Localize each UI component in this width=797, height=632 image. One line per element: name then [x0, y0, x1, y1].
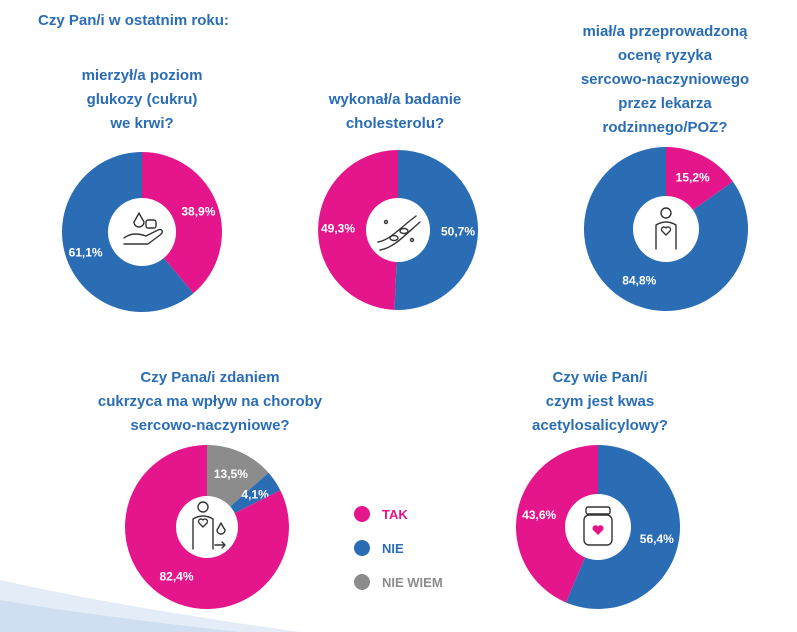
- slice-tak: [318, 150, 398, 310]
- donut-q3: 15,2% 84,8%: [583, 147, 748, 312]
- hand-drop-icon: [123, 212, 163, 245]
- slice-label: 49,3%: [321, 222, 355, 236]
- question-line: acetylosalicylowy?: [532, 417, 668, 434]
- legend-swatch: [354, 506, 370, 522]
- question-line: sercowo-naczyniowe?: [130, 417, 290, 434]
- slice-label: 82,4%: [159, 569, 193, 583]
- legend-item-nie-wiem: NIE WIEM: [354, 574, 443, 590]
- slice-label: 43,6%: [522, 508, 556, 522]
- question-q5: Czy wie Pan/i czym jest kwas acetylosali…: [500, 366, 700, 438]
- donut-q4: 13,5% 4,1% 82,4%: [124, 444, 289, 609]
- slice-label: 56,4%: [640, 532, 674, 546]
- question-line: ocenę ryzyka: [617, 47, 713, 64]
- person-drop-icon: [192, 501, 226, 550]
- pill-bottle-icon: [583, 506, 613, 546]
- donut-hole: [633, 196, 699, 262]
- donut-q5: 43,6% 56,4%: [516, 445, 681, 609]
- question-q4: Czy Pana/i zdaniem cukrzyca ma wpływ na …: [80, 366, 340, 438]
- legend-label: TAK: [382, 507, 408, 522]
- slice-label: 38,9%: [181, 205, 215, 219]
- legend-swatch: [354, 574, 370, 590]
- page-title: Czy Pan/i w ostatnim roku:: [38, 12, 229, 29]
- legend-swatch: [354, 540, 370, 556]
- donut-q2: 49,3% 50,7%: [318, 149, 479, 310]
- slice-label: 13,5%: [214, 467, 248, 481]
- question-line: wykonał/a badanie: [328, 91, 462, 108]
- donut-q1: 38,9% 61,1%: [62, 152, 223, 312]
- slice-label: 4,1%: [241, 488, 269, 502]
- question-line: sercowo-naczyniowego: [580, 71, 750, 88]
- slice-nie: [394, 149, 479, 310]
- question-line: cukrzyca ma wpływ na choroby: [97, 393, 323, 410]
- person-heart-icon: [655, 207, 677, 250]
- slice-tak: [142, 152, 223, 294]
- question-line: rodzinnego/POZ?: [602, 119, 728, 136]
- question-q2: wykonał/a badanie cholesterolu?: [305, 88, 485, 136]
- question-line: mierzył/a poziom: [81, 67, 203, 84]
- slice-label: 61,1%: [69, 246, 103, 260]
- question-line: miał/a przeprowadzoną: [582, 23, 748, 40]
- question-line: przez lekarza: [618, 95, 712, 112]
- question-line: Czy Pana/i zdaniem: [140, 369, 280, 386]
- question-line: glukozy (cukru): [86, 91, 198, 108]
- question-q3: miał/a przeprowadzoną ocenę ryzyka serco…: [560, 20, 770, 140]
- legend-label: NIE: [382, 541, 404, 556]
- slice-label: 15,2%: [676, 171, 710, 185]
- artery-icon: [377, 215, 421, 251]
- legend-label: NIE WIEM: [382, 575, 443, 590]
- slice-label: 84,8%: [622, 274, 656, 288]
- donut-hole: [108, 198, 176, 266]
- legend-item-nie: NIE: [354, 540, 404, 556]
- slice-label: 50,7%: [441, 224, 475, 238]
- legend-item-tak: TAK: [354, 506, 408, 522]
- question-line: we krwi?: [110, 115, 174, 132]
- question-q1: mierzył/a poziom glukozy (cukru) we krwi…: [42, 64, 242, 136]
- question-line: cholesterolu?: [345, 115, 445, 132]
- slice-tak: [516, 445, 598, 603]
- question-line: Czy wie Pan/i: [552, 369, 648, 386]
- question-line: czym jest kwas: [545, 393, 655, 410]
